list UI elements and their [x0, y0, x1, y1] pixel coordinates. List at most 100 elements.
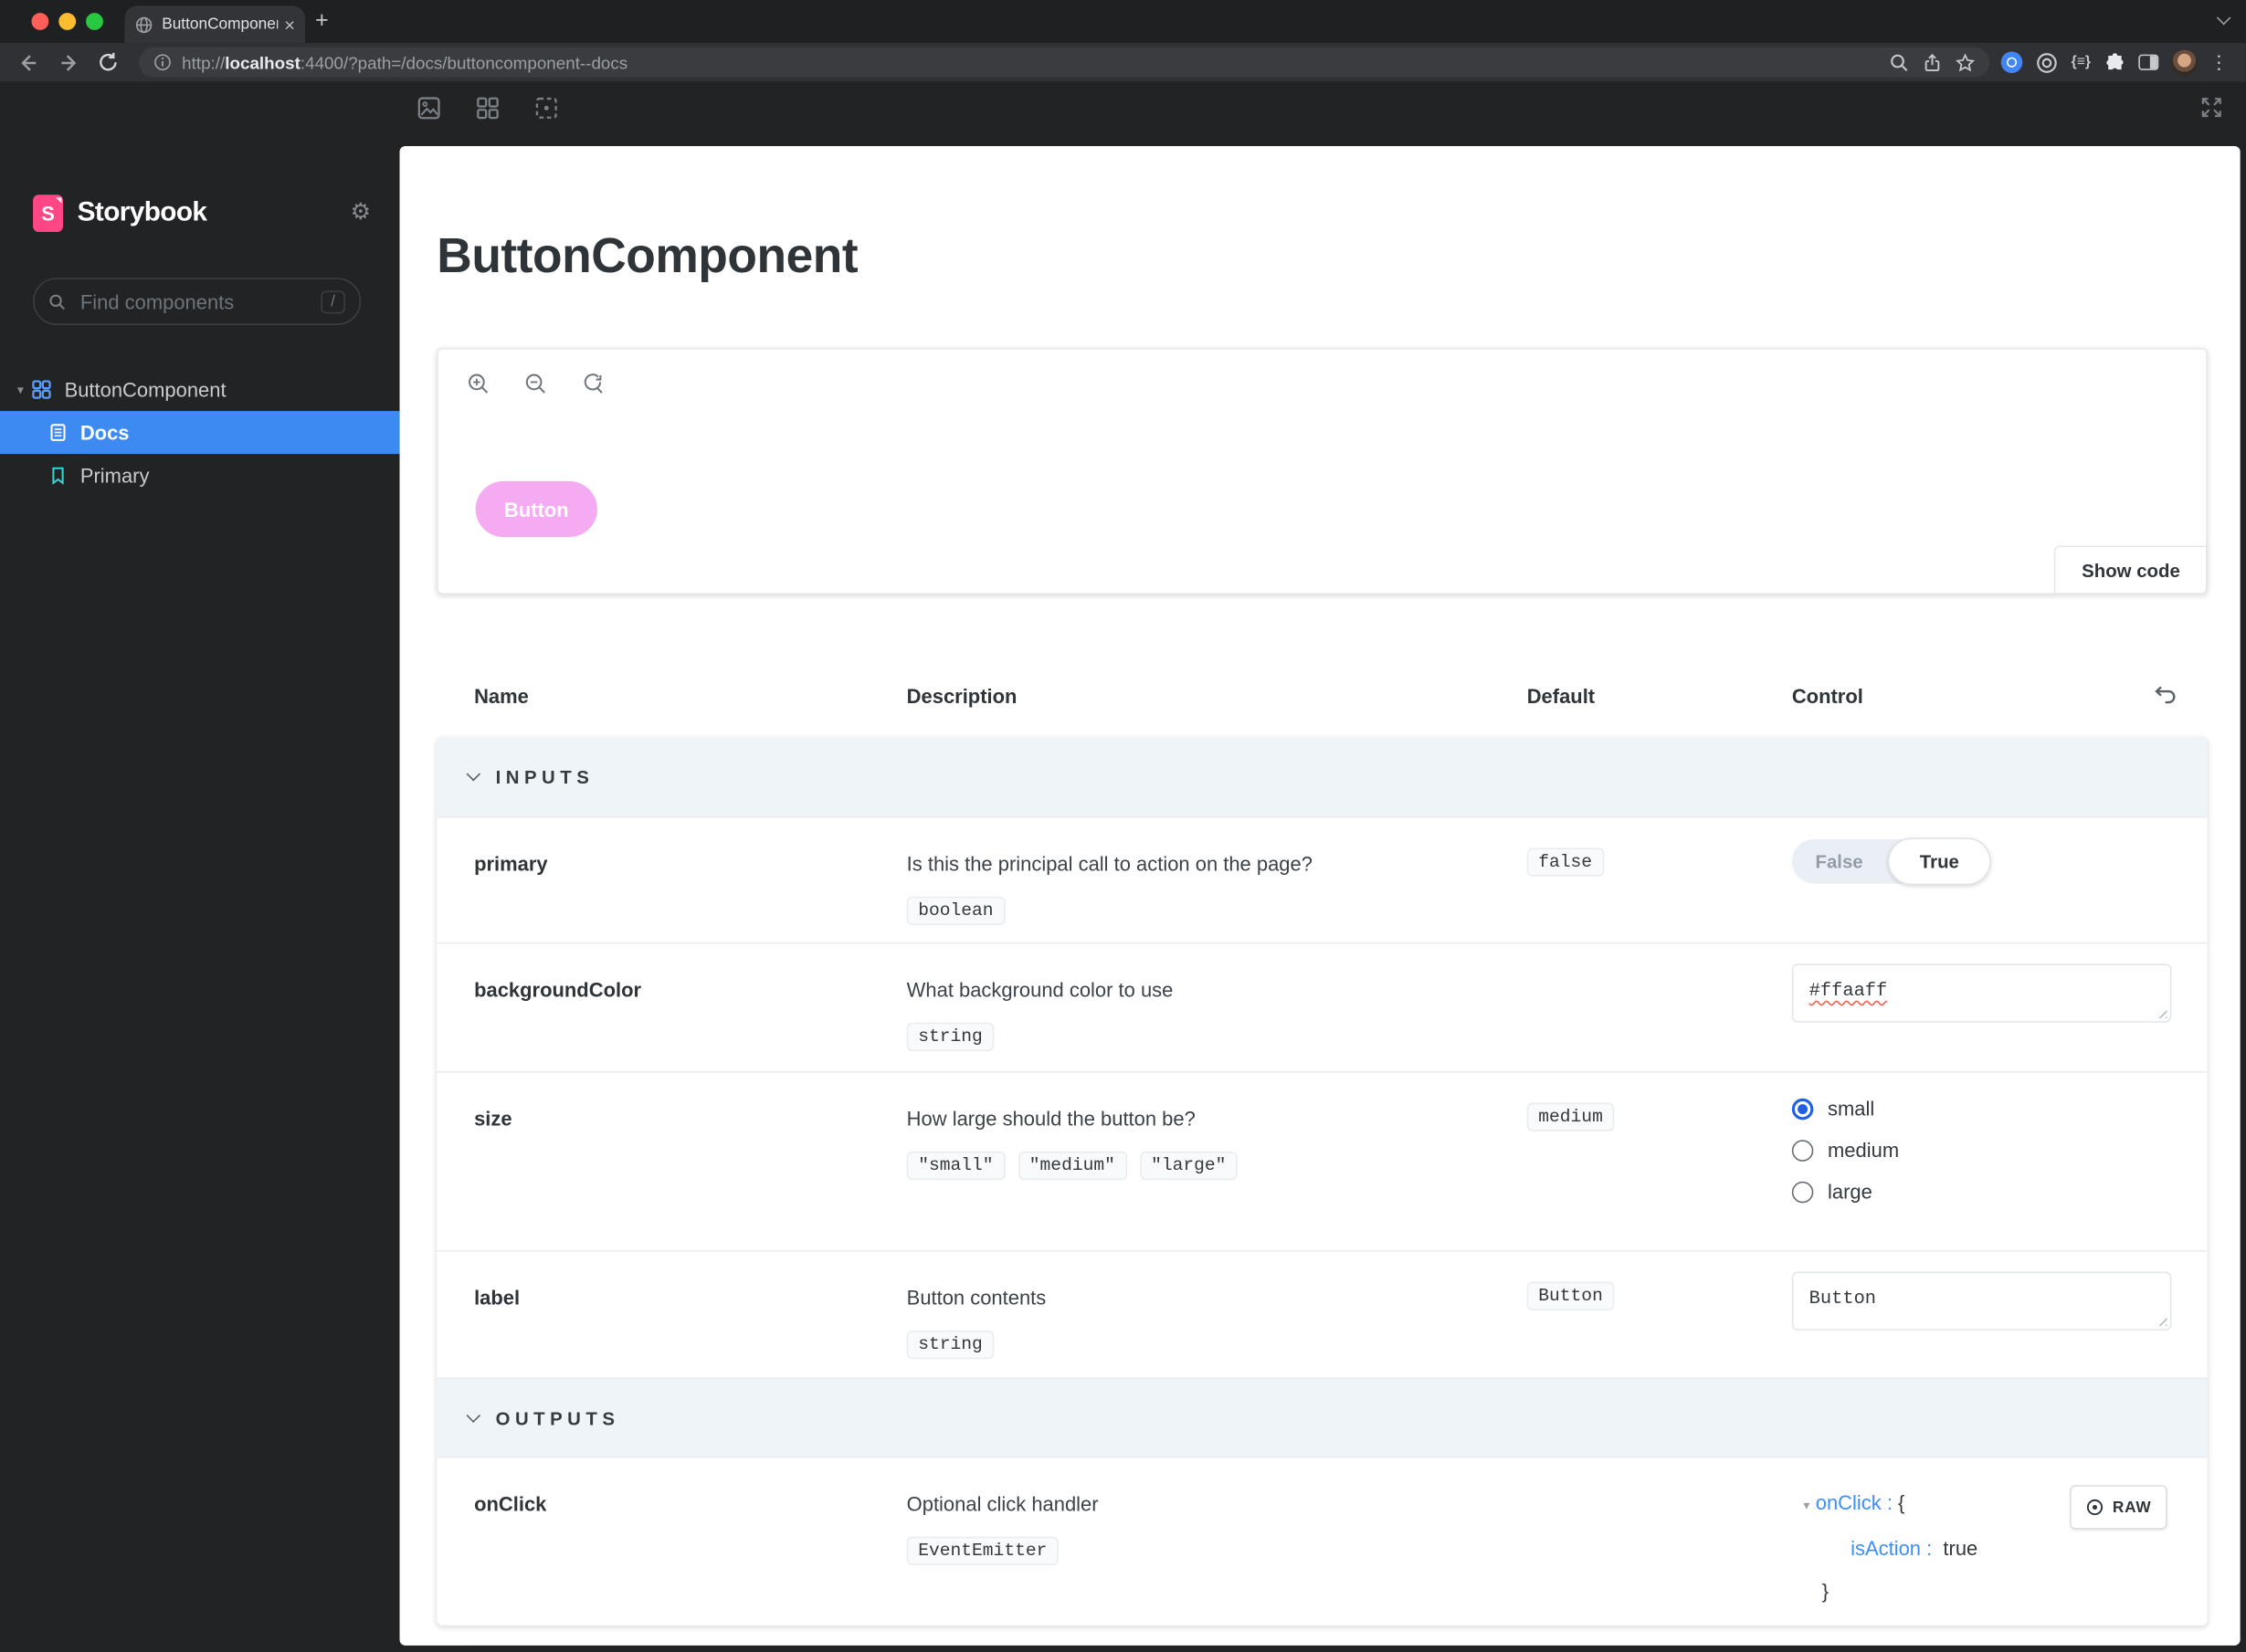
reload-button[interactable]: [98, 51, 120, 73]
radio-option-small[interactable]: small: [1791, 1097, 2208, 1120]
password-manager-extension-icon[interactable]: [2000, 51, 2023, 73]
component-tree: ▾ ButtonComponent Docs Primary: [0, 368, 400, 497]
search-icon: [49, 293, 65, 310]
manager-toolbar: [399, 81, 2246, 146]
toggle-false[interactable]: False: [1815, 850, 1863, 873]
globe-favicon-icon: [135, 16, 153, 33]
backgroundcolor-input[interactable]: #ffaaff: [1791, 963, 2172, 1023]
default-chip: medium: [1526, 1102, 1615, 1131]
minimize-window-button[interactable]: [58, 13, 77, 30]
preview-button[interactable]: Button: [475, 480, 598, 538]
bookmark-icon: [48, 466, 67, 486]
json-object-tree: ▾ onClick : { isAction : true }: [1803, 1478, 2207, 1612]
json-key-link[interactable]: isAction :: [1851, 1536, 1933, 1560]
caret-down-icon[interactable]: ▾: [16, 381, 24, 396]
extensions-puzzle-icon[interactable]: [2104, 51, 2125, 73]
sidebar-item-label: Docs: [79, 421, 130, 445]
new-tab-button[interactable]: +: [315, 8, 329, 34]
section-outputs[interactable]: OUTPUTS: [437, 1377, 2208, 1457]
resize-grip[interactable]: [2154, 1005, 2167, 1018]
zoom-page-icon[interactable]: [1889, 52, 1909, 72]
reset-controls-icon[interactable]: [2153, 683, 2177, 708]
json-line: isAction : true: [1851, 1536, 1978, 1560]
section-inputs[interactable]: INPUTS: [437, 737, 2208, 816]
search-input[interactable]: [77, 288, 322, 315]
eye-icon: [2086, 1499, 2103, 1516]
type-chip: string: [906, 1022, 995, 1052]
chevron-down-icon: [466, 1407, 481, 1423]
measure-outline-icon[interactable]: [534, 96, 559, 121]
canvas-image-icon[interactable]: [417, 96, 441, 121]
profile-avatar[interactable]: [2170, 49, 2198, 76]
zoom-window-button[interactable]: [86, 13, 103, 30]
sidebar-item-primary[interactable]: Primary: [0, 454, 400, 497]
sidebar-item-docs[interactable]: Docs: [0, 411, 400, 455]
arg-description: Optional click handler: [906, 1492, 1099, 1516]
arg-description: Button contents: [906, 1286, 1047, 1310]
browser-menu-icon[interactable]: ⋮: [2209, 50, 2229, 73]
site-info-icon[interactable]: [153, 53, 172, 71]
story-canvas: Button Show code: [437, 348, 2208, 595]
tab-close-icon[interactable]: ×: [284, 13, 296, 36]
args-table: INPUTS primary Is this the principal cal…: [437, 737, 2208, 1626]
storybook-sidebar: S Storybook ⚙ / ▾ ButtonComponent: [0, 81, 400, 1652]
type-chip: "large": [1139, 1151, 1238, 1181]
json-key-link[interactable]: onClick :: [1815, 1490, 1893, 1514]
type-chip: boolean: [906, 896, 1006, 926]
storybook-logo[interactable]: S: [33, 195, 64, 233]
braces-extension-icon[interactable]: {≡}: [2071, 54, 2091, 70]
page-title: ButtonComponent: [437, 228, 859, 284]
bookmark-star-icon[interactable]: [1956, 52, 1976, 72]
radio-option-medium[interactable]: medium: [1791, 1139, 2208, 1162]
default-chip: Button: [1526, 1281, 1615, 1310]
boolean-toggle[interactable]: False True: [1791, 837, 1991, 886]
toggle-true[interactable]: True: [1887, 837, 1991, 886]
forward-button[interactable]: [58, 51, 80, 74]
json-line: }: [1821, 1579, 1829, 1603]
arg-row-onclick: onClick Optional click handler EventEmit…: [437, 1456, 2208, 1626]
zoom-out-icon[interactable]: [524, 373, 547, 395]
radio-option-large[interactable]: large: [1791, 1180, 2208, 1203]
canvas-zoom-toolbar: [438, 350, 2206, 418]
share-icon[interactable]: [1923, 52, 1943, 72]
fullscreen-expand-icon[interactable]: [2200, 96, 2223, 119]
show-code-button[interactable]: Show code: [2054, 545, 2208, 595]
arg-description: How large should the button be?: [906, 1107, 1196, 1131]
radio-icon[interactable]: [1791, 1139, 1814, 1162]
target-extension-icon[interactable]: [2035, 51, 2058, 74]
radio-icon[interactable]: [1791, 1098, 1814, 1120]
browser-tab-bar: ButtonComponent - Docs · Sto × +: [0, 0, 2246, 44]
resize-grip[interactable]: [2154, 1313, 2167, 1327]
column-control: Control: [1791, 684, 1863, 708]
back-button[interactable]: [17, 51, 40, 74]
component-grid-icon: [32, 380, 52, 400]
sidebar-item-buttoncomponent[interactable]: ▾ ButtonComponent: [0, 368, 400, 411]
raw-toggle-button[interactable]: RAW: [2069, 1485, 2167, 1530]
arg-row-label: label Button contents string Button Butt…: [437, 1250, 2208, 1378]
default-chip: false: [1526, 847, 1604, 877]
url-omnibox[interactable]: http://localhost:4400/?path=/docs/button…: [139, 47, 1990, 78]
arg-row-primary: primary Is this the principal call to ac…: [437, 815, 2208, 942]
json-line: ▾ onClick : {: [1803, 1490, 1905, 1514]
brand-name: Storybook: [77, 197, 207, 228]
sidebar-item-label: ButtonComponent: [64, 378, 227, 402]
tab-search-chevron-icon[interactable]: [2216, 10, 2231, 26]
browser-tab[interactable]: ButtonComponent - Docs · Sto ×: [124, 5, 306, 44]
column-description: Description: [906, 684, 1018, 708]
search-shortcut-hint: /: [321, 289, 345, 313]
type-chip: string: [906, 1330, 995, 1360]
label-input[interactable]: Button: [1791, 1271, 2172, 1331]
radio-icon[interactable]: [1791, 1180, 1814, 1203]
sidebar-search[interactable]: /: [33, 278, 362, 325]
zoom-in-icon[interactable]: [467, 373, 490, 395]
arg-description: What background color to use: [906, 978, 1174, 1002]
arg-row-size: size How large should the button be? "sm…: [437, 1071, 2208, 1250]
close-window-button[interactable]: [31, 13, 49, 30]
zoom-reset-icon[interactable]: [582, 373, 605, 395]
sidepanel-icon[interactable]: [2137, 54, 2158, 70]
grid-view-icon[interactable]: [476, 96, 501, 121]
args-table-header: Name Description Default Control: [437, 685, 2207, 708]
caret-down-icon[interactable]: ▾: [1803, 1498, 1810, 1513]
gear-icon[interactable]: ⚙: [350, 200, 372, 226]
